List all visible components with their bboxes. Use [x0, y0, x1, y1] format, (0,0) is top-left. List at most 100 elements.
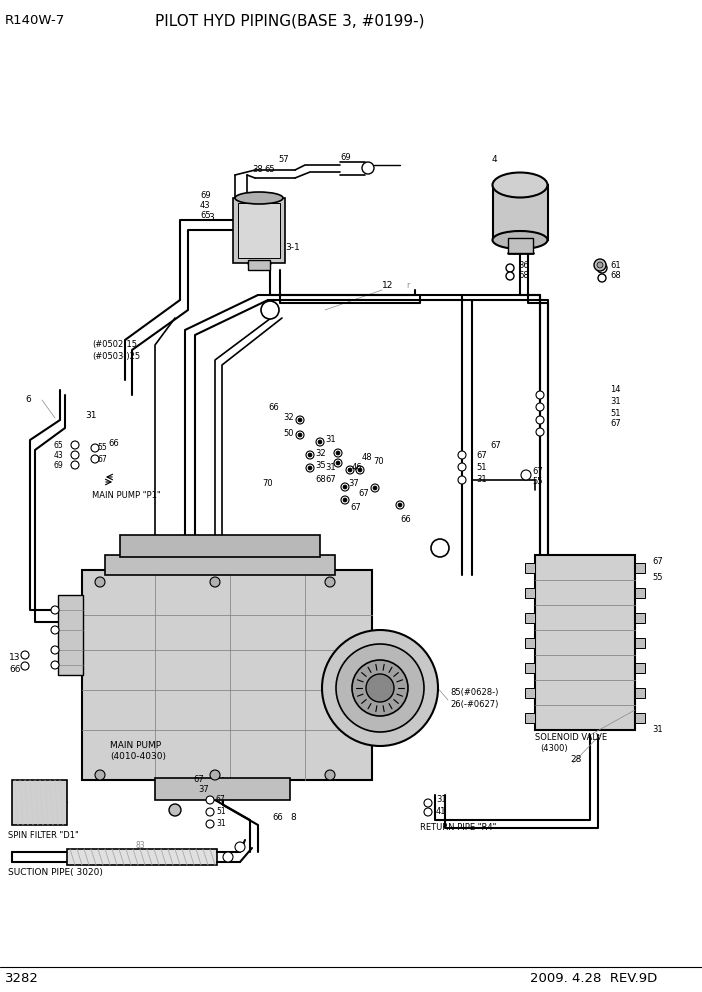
Circle shape — [398, 503, 402, 507]
Circle shape — [51, 646, 59, 654]
Bar — [508, 238, 533, 253]
Circle shape — [336, 644, 424, 732]
Ellipse shape — [493, 231, 548, 249]
Text: PILOT HYD PIPING(BASE 3, #0199-): PILOT HYD PIPING(BASE 3, #0199-) — [155, 14, 425, 29]
Text: 67: 67 — [97, 454, 107, 463]
Text: 2009. 4.28  REV.9D: 2009. 4.28 REV.9D — [530, 972, 657, 985]
Text: 31: 31 — [325, 435, 336, 444]
Bar — [525, 612, 535, 623]
Circle shape — [597, 262, 603, 268]
Circle shape — [51, 626, 59, 634]
Circle shape — [318, 440, 322, 444]
Circle shape — [91, 455, 99, 463]
Circle shape — [536, 391, 544, 399]
Circle shape — [206, 808, 214, 816]
Text: 3282: 3282 — [5, 972, 39, 985]
Circle shape — [336, 451, 340, 455]
Bar — [525, 663, 535, 673]
Circle shape — [343, 498, 347, 502]
Text: 31: 31 — [85, 411, 96, 420]
Text: 14: 14 — [610, 386, 621, 395]
Circle shape — [341, 496, 349, 504]
Bar — [635, 712, 645, 722]
Text: A: A — [437, 544, 443, 553]
Circle shape — [458, 476, 466, 484]
Text: R140W-7: R140W-7 — [5, 14, 65, 27]
Text: 3: 3 — [208, 213, 213, 222]
Bar — [67, 849, 217, 865]
Text: 66: 66 — [9, 666, 20, 675]
Text: 38: 38 — [252, 166, 263, 175]
Text: RETURN PIPE "R4": RETURN PIPE "R4" — [420, 823, 496, 832]
Circle shape — [210, 577, 220, 587]
Text: 69: 69 — [200, 190, 211, 199]
Text: 69: 69 — [53, 460, 63, 469]
Circle shape — [341, 483, 349, 491]
Text: 32: 32 — [315, 448, 326, 457]
Bar — [635, 562, 645, 572]
Text: 68: 68 — [610, 271, 621, 280]
Bar — [635, 612, 645, 623]
Circle shape — [521, 470, 531, 480]
Text: 8: 8 — [290, 813, 296, 822]
Circle shape — [325, 770, 335, 780]
Text: 6: 6 — [25, 396, 31, 405]
Bar — [12, 780, 67, 825]
Bar — [155, 778, 290, 800]
Text: 46: 46 — [352, 463, 363, 472]
Circle shape — [325, 577, 335, 587]
Circle shape — [506, 264, 514, 272]
Bar — [635, 663, 645, 673]
Circle shape — [223, 852, 233, 862]
Ellipse shape — [235, 192, 283, 204]
Text: 26(-#0627): 26(-#0627) — [450, 700, 498, 709]
Circle shape — [366, 674, 394, 702]
Circle shape — [598, 274, 606, 282]
Circle shape — [91, 444, 99, 452]
Text: 67: 67 — [476, 450, 486, 459]
Text: 55: 55 — [652, 572, 663, 581]
Bar — [525, 712, 535, 722]
Text: 66: 66 — [108, 438, 119, 447]
Circle shape — [95, 770, 105, 780]
Text: 35: 35 — [315, 461, 326, 470]
Bar — [82, 570, 372, 780]
Circle shape — [71, 451, 79, 459]
Text: MAIN PUMP: MAIN PUMP — [110, 740, 161, 750]
Text: 4: 4 — [492, 156, 498, 165]
Text: 67: 67 — [193, 776, 204, 785]
Text: 28: 28 — [570, 756, 581, 765]
Text: 31: 31 — [652, 725, 663, 734]
Text: A: A — [267, 306, 273, 314]
Text: 31: 31 — [610, 398, 621, 407]
Text: 67: 67 — [358, 489, 369, 499]
Text: 66: 66 — [272, 813, 283, 822]
Bar — [105, 555, 335, 575]
Text: 13: 13 — [9, 654, 20, 663]
Text: 85(#0628-): 85(#0628-) — [450, 688, 498, 697]
Text: 51: 51 — [610, 409, 621, 418]
Circle shape — [373, 486, 377, 490]
Circle shape — [51, 606, 59, 614]
Circle shape — [371, 484, 379, 492]
Bar — [525, 562, 535, 572]
Bar — [525, 638, 535, 648]
Circle shape — [51, 661, 59, 669]
Circle shape — [346, 466, 354, 474]
Circle shape — [306, 464, 314, 472]
Circle shape — [334, 459, 342, 467]
Bar — [248, 260, 270, 270]
Text: 67: 67 — [652, 558, 663, 566]
Circle shape — [506, 272, 514, 280]
Text: 57: 57 — [278, 156, 289, 165]
Circle shape — [352, 660, 408, 716]
Circle shape — [316, 438, 324, 446]
Circle shape — [206, 796, 214, 804]
Text: 65: 65 — [200, 210, 211, 219]
Text: 55: 55 — [532, 476, 543, 485]
Circle shape — [424, 799, 432, 807]
Circle shape — [21, 662, 29, 670]
Text: 51: 51 — [216, 807, 225, 816]
Bar — [233, 198, 285, 263]
Circle shape — [431, 539, 449, 557]
